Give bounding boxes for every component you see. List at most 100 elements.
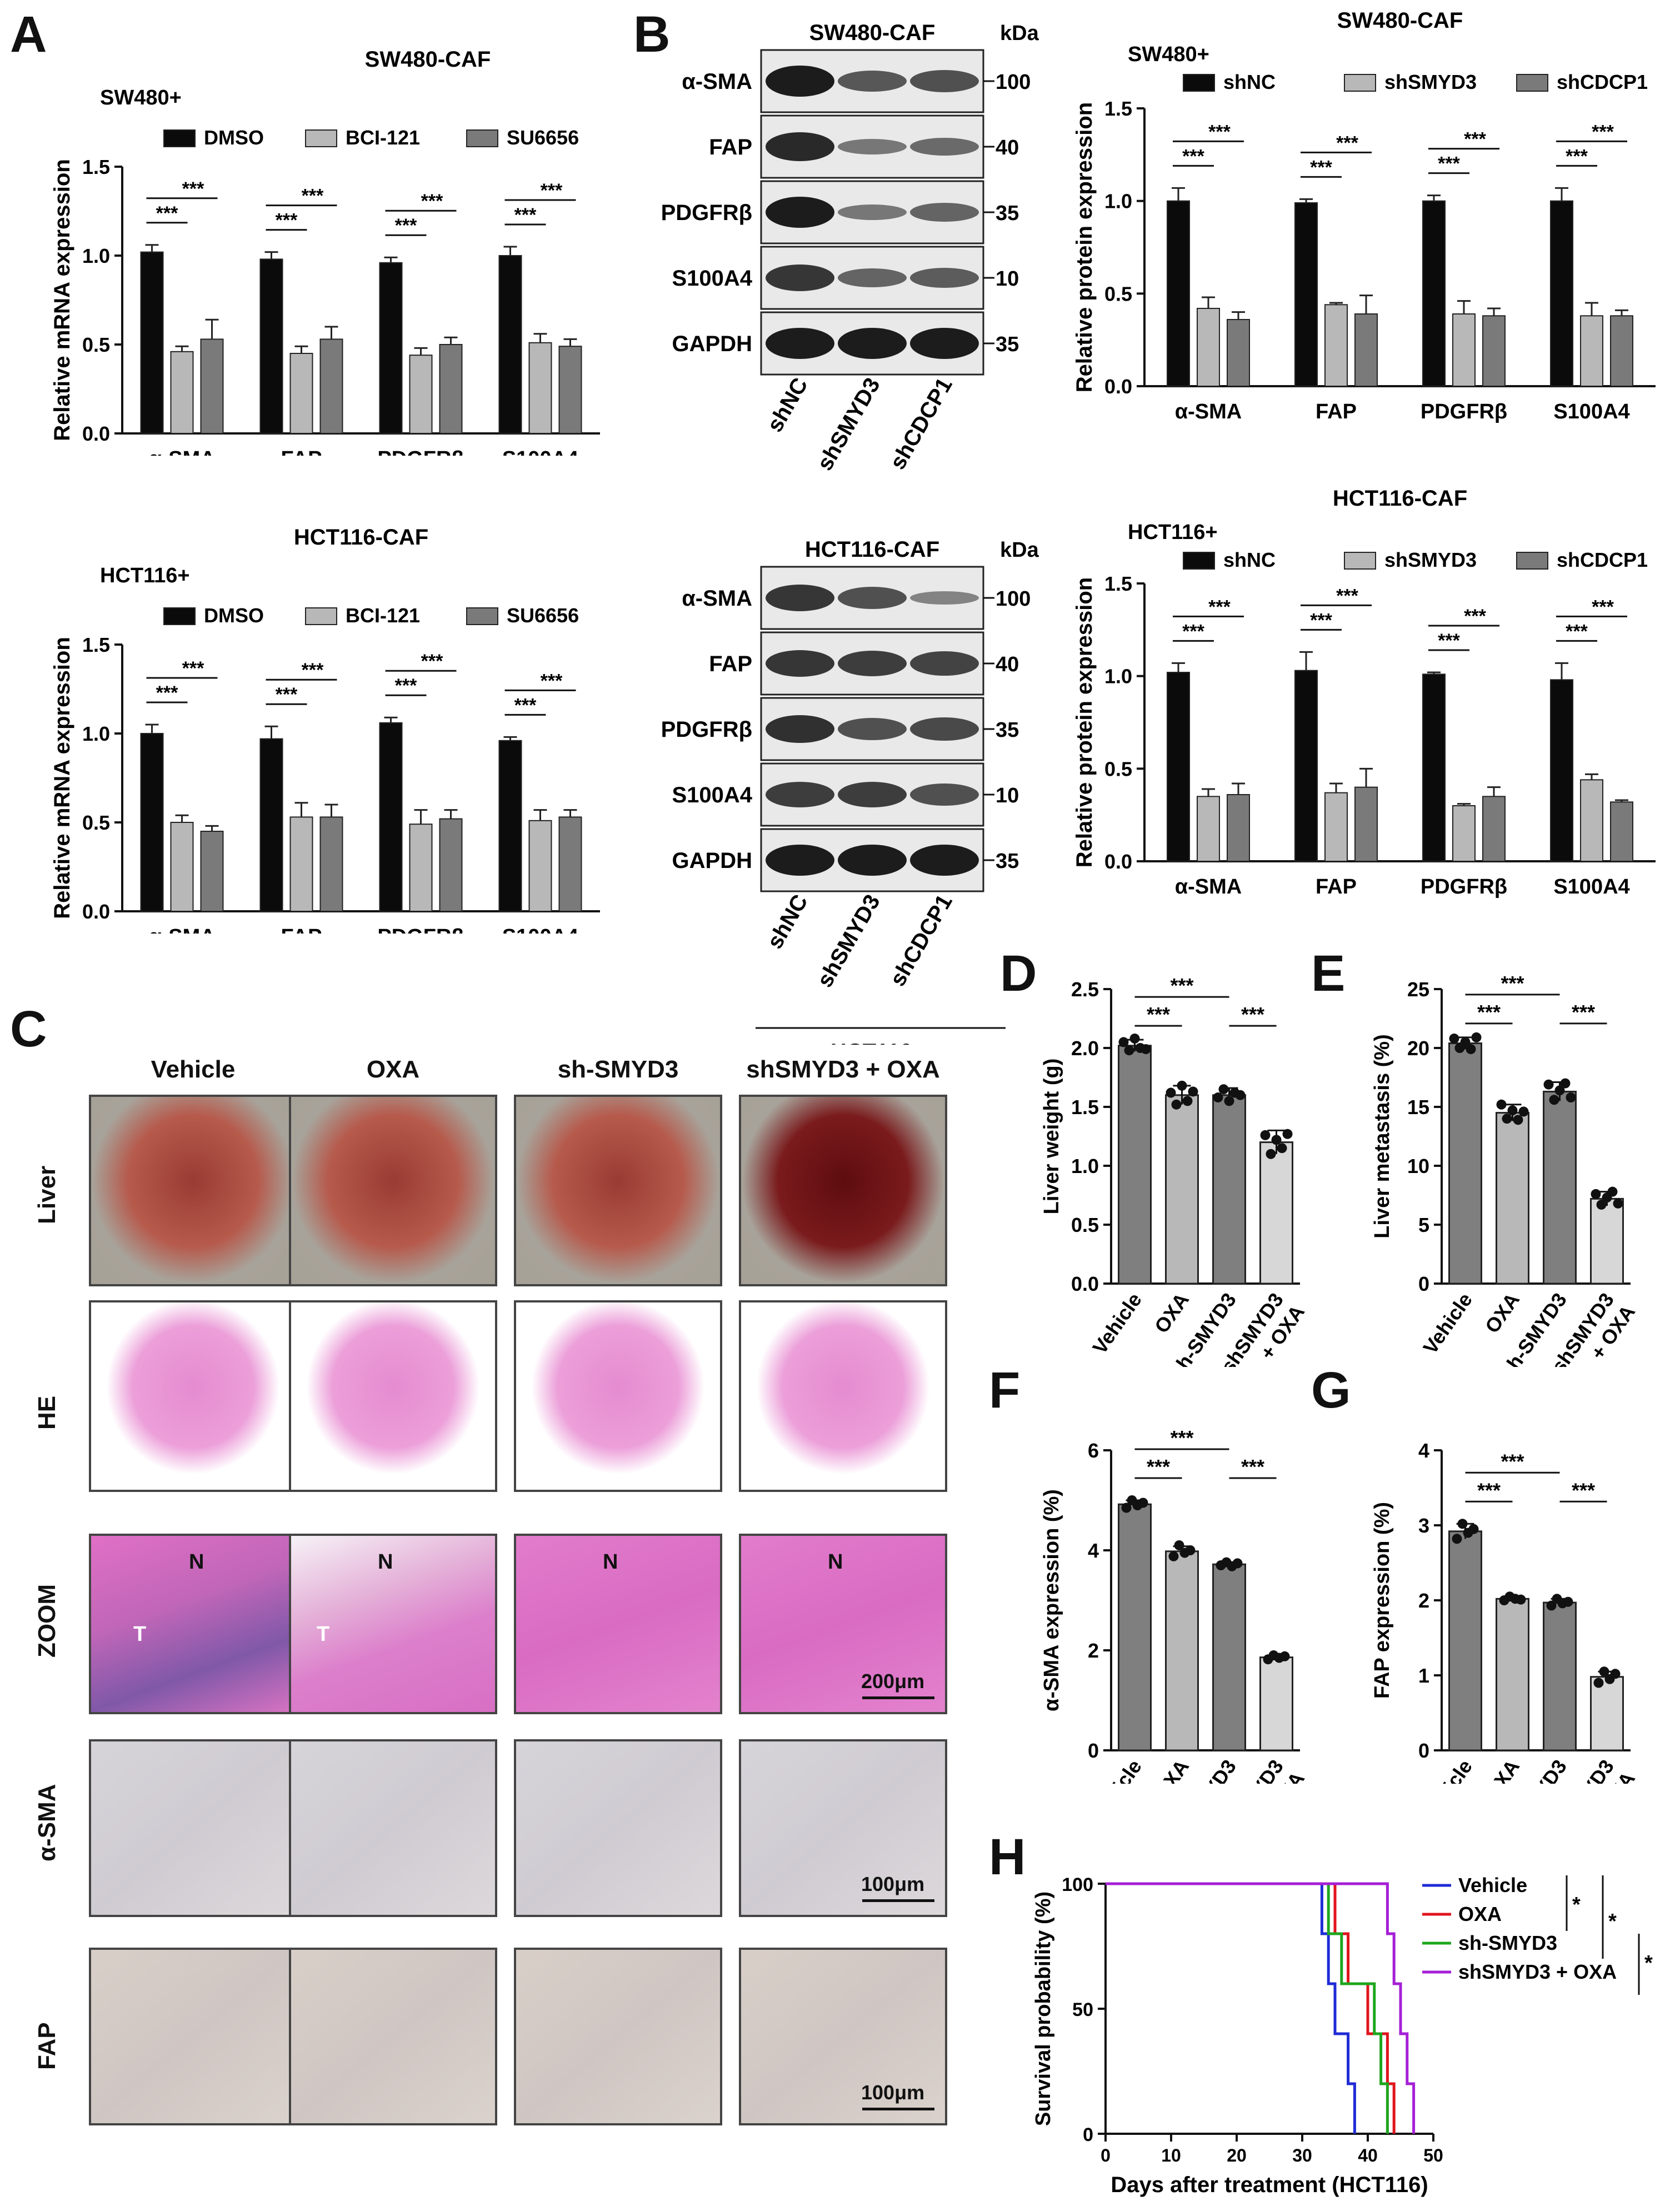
sig-label: ***: [1477, 1479, 1501, 1501]
blot-band: [766, 845, 834, 876]
y-tick-label: 1.0: [82, 244, 110, 267]
blot-band: [766, 585, 834, 611]
protein-label: S100A4: [672, 783, 752, 807]
data-point: [1124, 1045, 1134, 1056]
blot-band: [910, 138, 979, 156]
chart-title: HCT116-CAF: [1333, 486, 1467, 511]
x-tick-label: 40: [1358, 2145, 1378, 2165]
sig-label: ***: [1147, 1003, 1170, 1026]
panel-letter-b: B: [633, 6, 671, 63]
bar: [170, 351, 194, 434]
blot-band: [910, 783, 979, 806]
data-point: [1213, 1092, 1223, 1103]
bar: [1227, 319, 1250, 387]
x-tick-label: S100A4: [1553, 400, 1629, 423]
sig-label: ***: [1310, 157, 1332, 178]
protein-label: α-SMA: [682, 586, 752, 611]
kda-label: kDa: [1000, 538, 1039, 562]
bar: [528, 342, 552, 434]
sig-label: ***: [302, 186, 324, 207]
blot-band: [910, 651, 979, 676]
x-tick-label: α-SMA: [1175, 400, 1242, 423]
size-label: 100: [996, 587, 1031, 611]
protein-label: FAP: [709, 652, 752, 676]
blot-band: [838, 268, 907, 287]
column-label: Vehicle: [151, 1056, 236, 1083]
liver-metastasis-chart: Liver metastasis (%) 0 5 10 15 20 25 Vehicle OXA…: [1371, 972, 1639, 1367]
data-point: [1516, 1594, 1526, 1605]
data-point: [1607, 1186, 1618, 1197]
x-tick-label: Vehicle: [1418, 1289, 1477, 1358]
panel-letter-a: A: [10, 6, 47, 63]
row-label: FAP: [33, 2022, 61, 2070]
sig-label: ***: [1170, 1426, 1193, 1449]
tissue-image: [739, 1095, 947, 1286]
legend-label: BCI-121: [346, 126, 420, 149]
bar: [498, 740, 522, 912]
bar: [1610, 315, 1633, 387]
legend-swatch: [163, 607, 196, 625]
y-tick-label: 4: [1088, 1539, 1099, 1562]
data-point: [1277, 1143, 1287, 1154]
data-point: [1166, 1087, 1176, 1098]
data-point: [1507, 1105, 1518, 1116]
protein-chart-hct116: HCT116-CAF HCT116+ Relative protein expres…: [1072, 486, 1656, 899]
tissue-image: [89, 1948, 297, 2125]
blot-title: HCT116-CAF: [805, 537, 939, 562]
bar: [1118, 1045, 1152, 1285]
y-axis-label: Relative mRNA expression: [50, 637, 74, 919]
x-tick-label: α-SMA: [1175, 875, 1242, 899]
zoom-normal-label: N: [603, 1550, 618, 1574]
zoom-tumor-label: T: [133, 1623, 147, 1646]
y-tick-label: 20: [1407, 1037, 1429, 1060]
data-point: [1610, 1669, 1621, 1679]
cell-line-label: HCT116+: [1128, 521, 1218, 544]
legend-label: shSMYD3: [1384, 71, 1477, 93]
tissue-image: [739, 1300, 947, 1492]
legend-label: Vehicle: [1458, 1874, 1527, 1896]
blot-band: [766, 197, 834, 228]
x-tick-label: OXA: [1150, 1755, 1193, 1784]
data-point: [1271, 1135, 1282, 1145]
legend-label: BCI-121: [346, 604, 420, 627]
y-axis-label: Relative mRNA expression: [50, 159, 74, 441]
x-tick-label: S100A4: [502, 925, 578, 934]
sig-label: ***: [1566, 146, 1588, 167]
blot-band: [910, 591, 979, 605]
blot-band: [838, 845, 907, 876]
data-point: [1118, 1037, 1129, 1047]
panel-letter-h: H: [989, 1829, 1026, 1885]
data-point: [1168, 1551, 1179, 1561]
x-tick-label: 50: [1423, 2145, 1443, 2165]
blot-band: [838, 651, 907, 676]
legend-label: shSMYD3 + OXA: [1458, 1960, 1617, 1983]
mrna-chart-hct116: HCT116-CAF HCT116+ Relative mRNA expressio…: [50, 525, 600, 934]
bar: [409, 355, 433, 435]
asma-expression-chart: α-SMA expression (%)0246VehicleOXAsh-SMY…: [1040, 1426, 1309, 1784]
survival-curve-chart: Survival probability (%) Days after treat…: [1032, 1874, 1653, 2197]
y-axis-label: Relative protein expression: [1072, 102, 1097, 392]
sig-label: ***: [1572, 1479, 1595, 1501]
y-axis-label: Survival probability (%): [1032, 1891, 1055, 2126]
data-point: [1468, 1524, 1479, 1534]
survival-line: [1106, 1882, 1356, 2134]
y-tick-label: 100: [1062, 1874, 1093, 1895]
y-tick-label: 1.0: [1104, 665, 1132, 688]
bar: [1496, 1598, 1529, 1751]
data-point: [1232, 1558, 1243, 1569]
scale-bar: [862, 2108, 934, 2110]
legend-swatch: [1183, 552, 1215, 570]
protein-chart-sw480: SW480-CAF SW480+ Relative protein expressi…: [1072, 8, 1656, 423]
x-tick-label: OXA: [1150, 1289, 1193, 1337]
blot-band: [910, 70, 979, 92]
sig-label: ***: [156, 203, 178, 224]
data-point: [1496, 1099, 1507, 1110]
x-tick-label: 10: [1161, 2145, 1181, 2165]
bar: [1165, 1094, 1199, 1285]
bar: [1550, 200, 1573, 387]
zoom-normal-label: N: [378, 1550, 393, 1574]
kda-label: kDa: [1000, 22, 1039, 45]
data-point: [1543, 1079, 1554, 1090]
bar: [1324, 304, 1348, 387]
tissue-image: [514, 1739, 722, 1917]
